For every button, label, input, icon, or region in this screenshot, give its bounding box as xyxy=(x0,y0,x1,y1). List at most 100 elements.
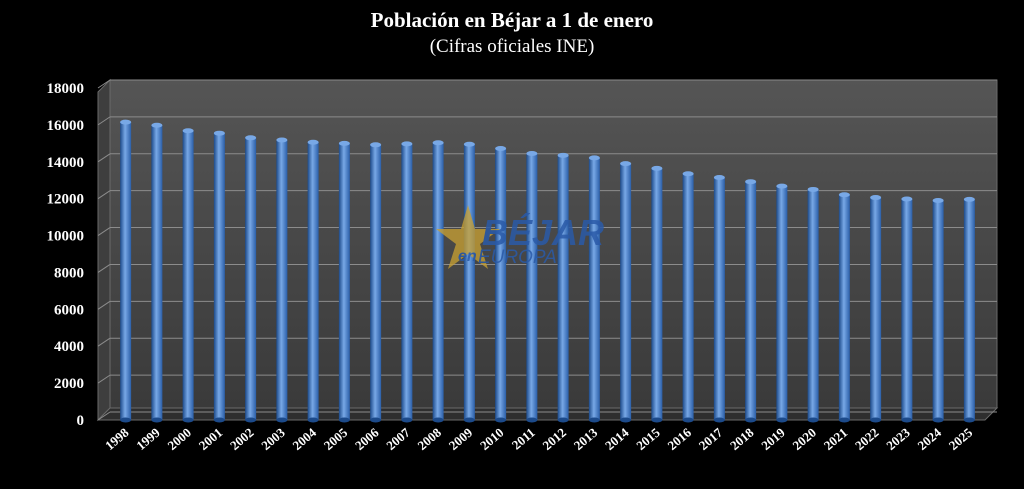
bar-cap xyxy=(963,196,975,202)
bar-base xyxy=(276,417,288,423)
plot-back-wall xyxy=(109,79,998,409)
bar-body xyxy=(526,153,538,420)
bar-cap xyxy=(526,150,538,156)
bar-1998 xyxy=(120,119,132,423)
gridline-side xyxy=(97,227,111,236)
bar-2012 xyxy=(557,152,569,423)
bar-cap xyxy=(807,186,819,192)
x-tick-label: 2024 xyxy=(914,424,944,453)
bar-body xyxy=(838,194,850,420)
gridline-side xyxy=(97,190,111,200)
x-axis-ticks: 1998 1999 2000 2001 2002 2003 2004 2005 2006 2007… xyxy=(102,424,976,453)
bar-cap xyxy=(276,137,288,143)
y-tick-label: 4000 xyxy=(54,339,84,355)
bar-base xyxy=(651,417,663,423)
bar-2015 xyxy=(651,165,663,423)
bar-cap xyxy=(713,174,725,180)
x-tick-label: 2006 xyxy=(352,424,382,453)
bar-base xyxy=(338,417,350,423)
bar-base xyxy=(713,417,725,423)
bar-base xyxy=(745,417,757,423)
bar-2014 xyxy=(620,161,632,423)
y-axis-ticks: 0 2000 4000 6000 8000 10000 12000 14000 16000 180… xyxy=(47,81,85,429)
bar-body xyxy=(245,137,257,421)
bar-body xyxy=(870,197,882,420)
plot-side-wall xyxy=(97,78,111,422)
bar-cap xyxy=(120,119,132,125)
x-tick-label: 2001 xyxy=(196,425,226,453)
bar-1999 xyxy=(151,122,163,423)
bar-cap xyxy=(901,196,913,202)
bar-base xyxy=(495,417,507,423)
y-tick-label: 8000 xyxy=(54,265,84,281)
bar-cap xyxy=(838,192,850,198)
bar-body xyxy=(745,181,757,420)
gridline-side xyxy=(97,374,111,384)
bar-base xyxy=(838,417,850,423)
x-tick-label: 2013 xyxy=(571,424,601,453)
bar-2011 xyxy=(526,150,538,423)
bar-base xyxy=(776,417,788,423)
bar-2010 xyxy=(495,145,507,423)
bar-cap xyxy=(463,141,475,147)
bar-base xyxy=(807,417,819,423)
bar-body xyxy=(682,173,694,420)
gridline-side xyxy=(97,411,111,421)
bar-cap xyxy=(151,122,163,128)
gridline-side xyxy=(97,79,111,89)
bar-2008 xyxy=(432,140,444,423)
bar-base xyxy=(213,417,225,423)
x-tick-label: 2000 xyxy=(164,425,194,453)
x-tick-label: 2021 xyxy=(821,425,851,453)
bar-2016 xyxy=(682,171,694,423)
bar-base xyxy=(307,417,319,423)
y-tick-label: 6000 xyxy=(54,302,84,318)
bar-body xyxy=(651,168,663,420)
bar-2024 xyxy=(932,198,944,423)
bar-cap xyxy=(495,145,507,151)
bar-body xyxy=(776,186,788,420)
x-tick-label: 2009 xyxy=(446,424,476,453)
bar-base xyxy=(245,417,257,423)
bar-2009 xyxy=(463,141,475,423)
gridline-side xyxy=(97,153,111,163)
x-tick-label: 2016 xyxy=(664,424,694,453)
chart-title: Población en Béjar a 1 de enero xyxy=(370,8,654,32)
y-tick-label: 14000 xyxy=(47,155,85,171)
bar-body xyxy=(401,143,413,421)
x-tick-label: 1998 xyxy=(102,424,132,453)
bar-base xyxy=(588,417,600,423)
x-tick-label: 2011 xyxy=(509,425,538,453)
gridline-side xyxy=(97,300,111,310)
x-tick-label: 2019 xyxy=(758,424,788,453)
plot-background xyxy=(96,78,999,422)
bar-2023 xyxy=(901,196,913,423)
bar-base xyxy=(120,417,132,423)
bar-base xyxy=(463,417,475,423)
bar-cap xyxy=(401,141,413,147)
bar-body xyxy=(213,133,225,420)
bar-cap xyxy=(620,161,632,167)
bar-base xyxy=(401,417,413,423)
bar-body xyxy=(932,200,944,420)
x-tick-label: 2004 xyxy=(289,424,319,453)
bar-cap xyxy=(932,198,944,204)
bar-base xyxy=(370,417,382,423)
bar-cap xyxy=(651,165,663,171)
x-tick-label: 2015 xyxy=(633,424,663,453)
x-tick-label: 2014 xyxy=(602,424,632,453)
bar-body xyxy=(338,143,350,421)
bar-cap xyxy=(182,128,194,134)
bar-body xyxy=(901,199,913,420)
bar-cap xyxy=(776,183,788,189)
bar-body xyxy=(963,199,975,420)
bar-body xyxy=(120,122,132,420)
bar-body xyxy=(276,140,288,420)
bar-cap xyxy=(432,140,444,146)
bar-body xyxy=(495,148,507,420)
gridline-side xyxy=(97,337,111,347)
bar-body xyxy=(588,157,600,420)
x-tick-label: 2012 xyxy=(539,425,569,453)
bar-base xyxy=(901,417,913,423)
